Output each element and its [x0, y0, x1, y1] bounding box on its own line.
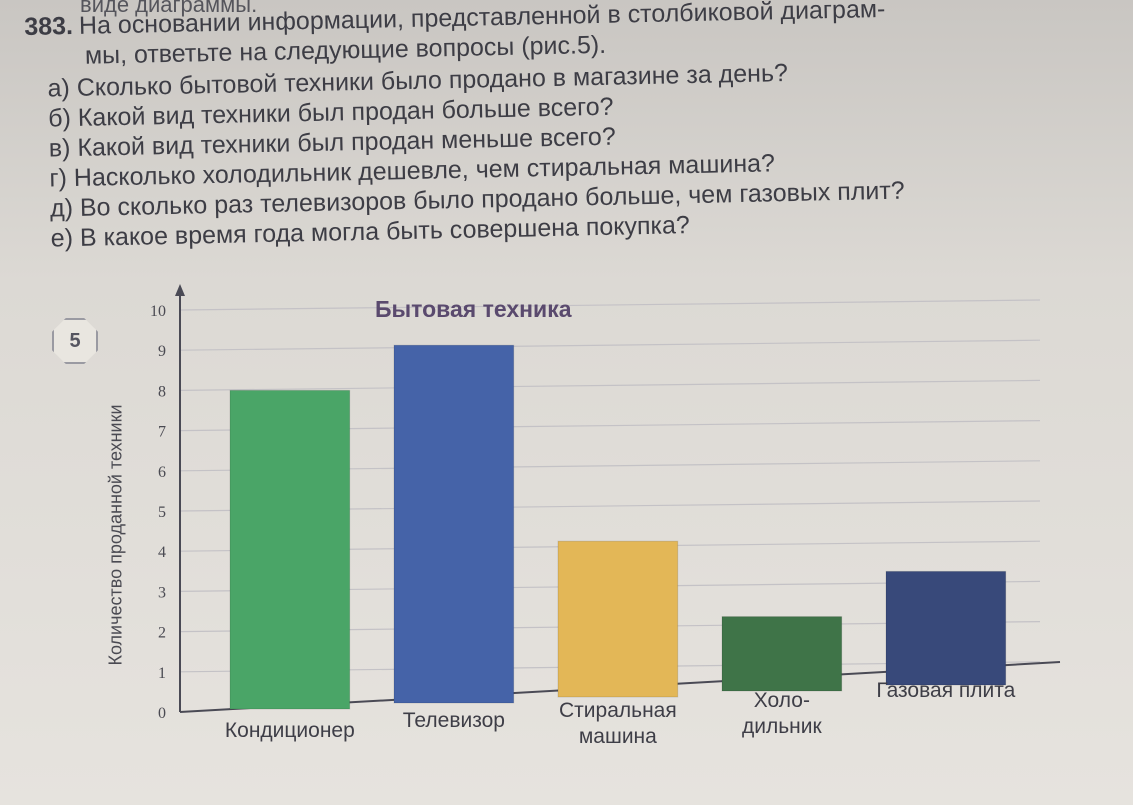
y-tick-label: 4	[158, 544, 166, 561]
bar	[229, 389, 351, 710]
bar	[721, 616, 843, 692]
x-category-label: Телевизор	[403, 709, 505, 732]
x-category-label: Газовая плита	[876, 679, 1015, 702]
y-axis-label: Количество проданной техники	[105, 404, 126, 666]
y-tick-label: 2	[158, 625, 166, 642]
x-category-label: машина	[579, 725, 657, 748]
y-tick-label: 1	[158, 665, 166, 682]
y-axis-arrow-icon	[175, 284, 185, 296]
y-tick-label: 6	[158, 464, 166, 481]
y-tick-label: 8	[158, 383, 166, 400]
y-tick-label: 5	[158, 504, 166, 521]
bar	[885, 570, 1007, 686]
y-tick-label: 3	[158, 584, 166, 601]
gridline	[179, 339, 1041, 351]
y-tick-label: 0	[158, 705, 166, 722]
y-tick-label: 10	[150, 303, 166, 320]
x-category-label: Холо-	[754, 689, 810, 712]
x-category-label: Стиральная	[559, 699, 677, 722]
bar	[557, 540, 679, 698]
y-tick-label: 7	[158, 424, 166, 441]
y-tick-label: 9	[158, 343, 166, 360]
x-category-label: Кондиционер	[225, 719, 355, 742]
x-category-label: дильник	[742, 715, 823, 738]
previous-text-fragment: виде диаграммы.	[80, 0, 258, 17]
figure-number-badge: 5	[52, 318, 98, 364]
bar	[393, 344, 515, 704]
gridline	[179, 379, 1041, 391]
gridline	[179, 299, 1041, 311]
chart-title: Бытовая техника	[375, 296, 572, 322]
